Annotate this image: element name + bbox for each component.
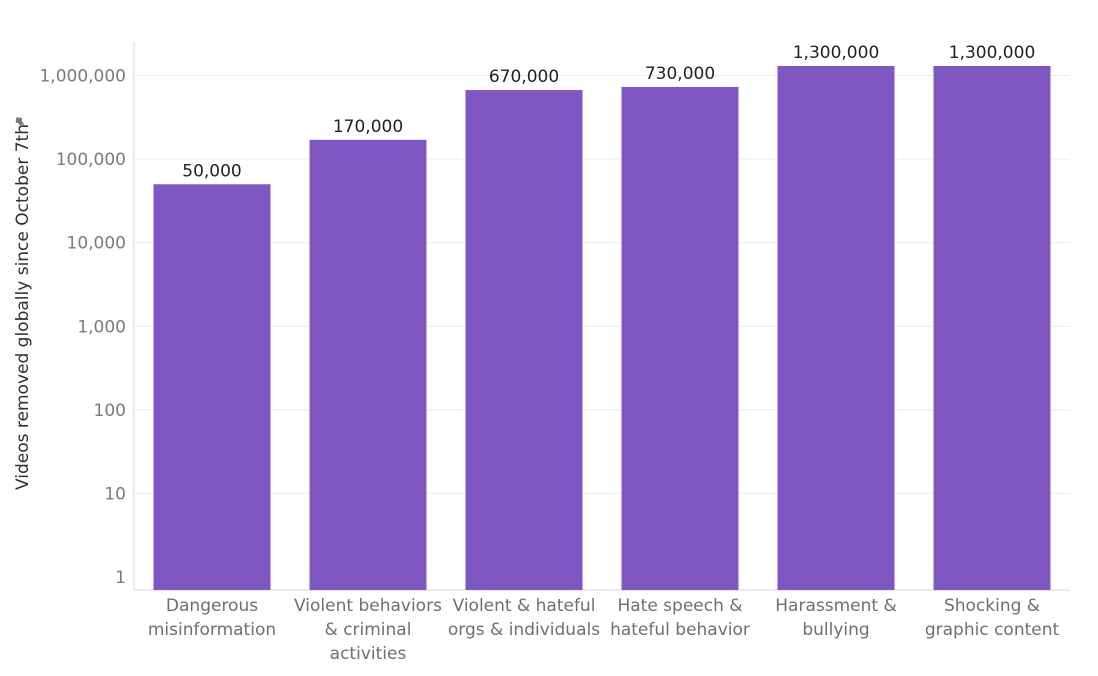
bar-5: [777, 66, 895, 590]
y-tick-label: 100: [94, 401, 126, 421]
value-label-5: 1,300,000: [793, 43, 880, 63]
bar-1: [153, 184, 271, 590]
x-category-label-4: Hate speech & hateful behavior: [610, 596, 750, 640]
bar-3: [465, 90, 583, 591]
y-tick-labels: 1 10 100 1,000 10,000 100,000 1,000,000: [39, 67, 126, 588]
value-label-3: 670,000: [489, 67, 559, 87]
grid-layer: [134, 75, 1070, 494]
value-label-4: 730,000: [645, 64, 715, 84]
x-category-label-6: Shocking & graphic content: [925, 596, 1060, 640]
y-tick-label: 1: [115, 568, 126, 588]
x-axis-labels: Dangerous misinformation Violent behaviors…: [148, 596, 1060, 664]
value-label-1: 50,000: [182, 161, 241, 181]
y-tick-label: 10,000: [67, 234, 126, 254]
y-axis-title: Videos removed globally since October 7t…: [13, 124, 33, 490]
y-tick-label: 10: [104, 484, 126, 504]
x-category-label-1: Dangerous misinformation: [148, 596, 276, 640]
bar-4: [621, 86, 739, 591]
y-axis-title-group: Videos removed globally since October 7t…: [13, 124, 33, 490]
y-tick-label: 1,000,000: [39, 67, 126, 87]
bars-layer: [153, 66, 1051, 591]
x-category-label-5: Harassment & bullying: [775, 596, 896, 640]
y-tick-label: 100,000: [56, 150, 126, 170]
y-tick-label: 1,000: [77, 317, 126, 337]
value-label-2: 170,000: [333, 117, 403, 137]
value-label-6: 1,300,000: [949, 43, 1036, 63]
bar-6: [933, 66, 1051, 590]
value-labels: 50,000 170,000 670,000 730,000 1,300,000 1,30…: [182, 43, 1035, 181]
x-category-label-2: Violent behaviors & criminal activities: [294, 596, 442, 664]
x-category-label-3: Violent & hateful orgs & individuals: [448, 596, 600, 640]
axis-layer: [133, 42, 1070, 591]
pin-icon: [15, 117, 25, 128]
bar-2: [309, 139, 427, 590]
